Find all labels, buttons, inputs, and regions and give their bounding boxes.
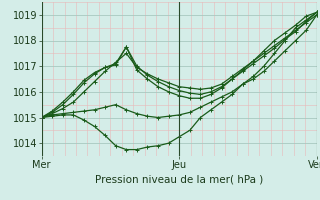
X-axis label: Pression niveau de la mer( hPa ): Pression niveau de la mer( hPa ) xyxy=(95,174,263,184)
